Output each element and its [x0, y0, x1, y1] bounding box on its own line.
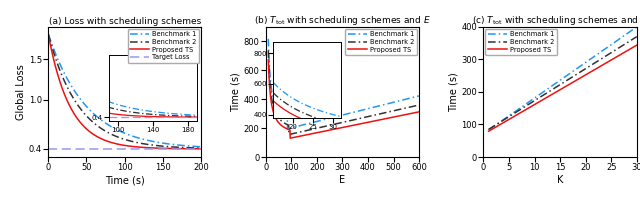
X-axis label: Time (s): Time (s) [105, 175, 145, 185]
X-axis label: K: K [557, 175, 563, 185]
Legend: Benchmark 1, Benchmark 2, Proposed TS: Benchmark 1, Benchmark 2, Proposed TS [346, 29, 417, 55]
Title: (c) $T_{\mathrm{tot}}$ with scheduling schemes and $K$: (c) $T_{\mathrm{tot}}$ with scheduling s… [472, 13, 640, 27]
X-axis label: E: E [339, 175, 346, 185]
Title: (b) $T_{\mathrm{tot}}$ with scheduling schemes and $E$: (b) $T_{\mathrm{tot}}$ with scheduling s… [254, 13, 431, 27]
Title: (a) Loss with scheduling schemes: (a) Loss with scheduling schemes [49, 17, 201, 26]
Y-axis label: Global Loss: Global Loss [16, 64, 26, 120]
Legend: Benchmark 1, Benchmark 2, Proposed TS, Target Loss: Benchmark 1, Benchmark 2, Proposed TS, T… [127, 29, 199, 63]
Y-axis label: Time (s): Time (s) [231, 72, 241, 112]
Y-axis label: Time (s): Time (s) [449, 72, 459, 112]
Legend: Benchmark 1, Benchmark 2, Proposed TS: Benchmark 1, Benchmark 2, Proposed TS [486, 29, 557, 55]
